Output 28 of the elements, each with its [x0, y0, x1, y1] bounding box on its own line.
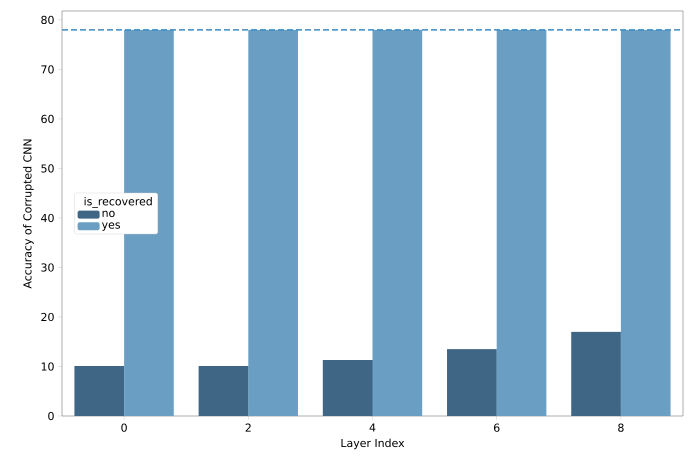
y-tick-label: 10 [42, 362, 54, 371]
legend-title: is_recovered [84, 196, 152, 208]
y-axis-title: Accuracy of Corrupted CNN [23, 139, 34, 289]
bar [74, 366, 124, 416]
x-tick-label: 4 [370, 424, 376, 432]
y-tick-label: 70 [41, 65, 54, 74]
y-tick-label: 40 [41, 214, 54, 222]
x-tick-label: 6 [494, 424, 500, 432]
legend-label: no [102, 210, 115, 218]
legend-label: yes [102, 222, 120, 231]
bar [447, 349, 497, 416]
bar [496, 30, 546, 416]
bar [322, 360, 372, 416]
x-tick-label: 8 [618, 424, 624, 432]
y-tick-label: 30 [41, 263, 54, 272]
y-tick-label: 80 [41, 16, 54, 24]
y-tick-label: 60 [41, 114, 54, 124]
bar [571, 332, 621, 416]
x-tick-label: 0 [121, 424, 127, 432]
bar [248, 30, 298, 416]
x-axis-title: Layer Index [341, 438, 404, 450]
bar [198, 366, 248, 416]
y-tick-label: 0 [48, 412, 54, 420]
bar [620, 30, 671, 416]
y-tick-label: 50 [41, 164, 54, 173]
y-tick-label: 20 [41, 312, 54, 322]
x-tick-label: 2 [246, 424, 251, 432]
bar [372, 30, 422, 416]
